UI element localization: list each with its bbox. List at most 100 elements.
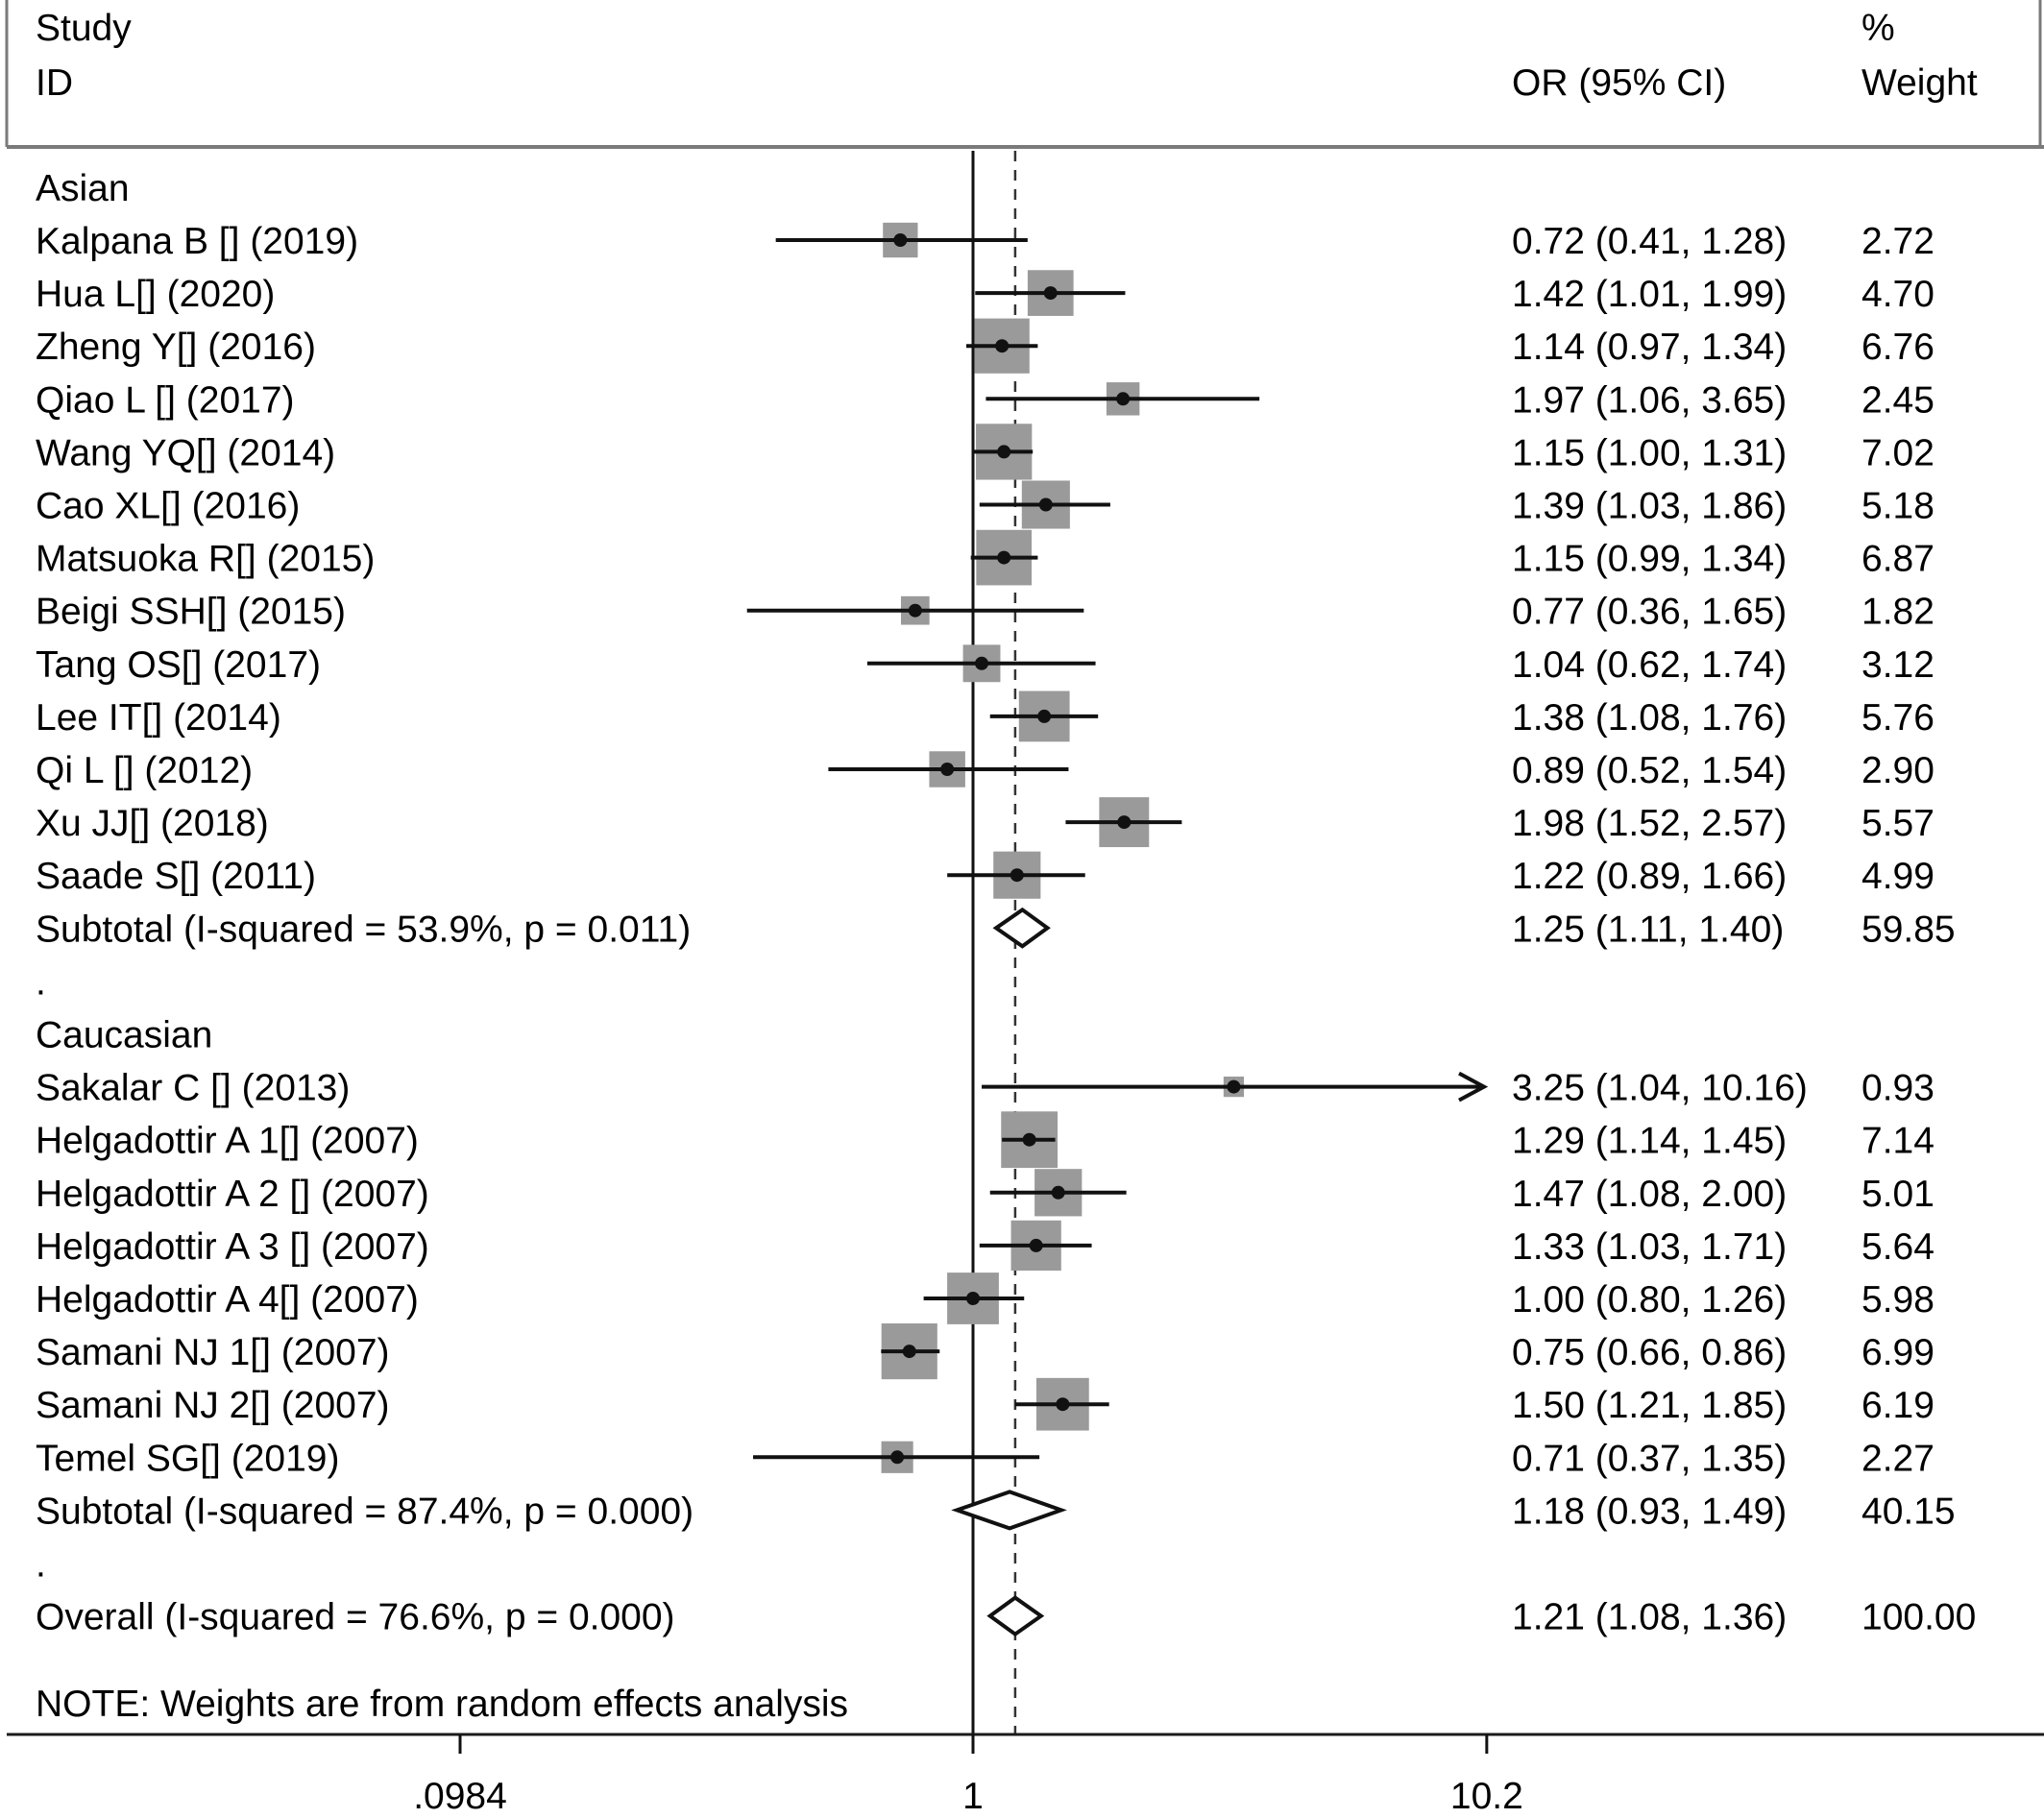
row-label: Xu JJ[] (2018) xyxy=(36,803,269,844)
group-label: Caucasian xyxy=(36,1015,212,1056)
row-label: Lee IT[] (2014) xyxy=(36,697,281,739)
forest-marks: Asian Kalpana B [] (2019) 0.72 (0.41, 1.28… xyxy=(36,151,1976,1734)
header-study: Study xyxy=(36,8,132,49)
weight-value: 40.15 xyxy=(1862,1491,1956,1532)
header-weight: Weight xyxy=(1862,62,1978,104)
point-estimate xyxy=(997,550,1011,565)
row-label: Qi L [] (2012) xyxy=(36,750,253,791)
or-ci-value: 1.50 (1.21, 1.85) xyxy=(1512,1385,1787,1426)
row-label: Overall (I-squared = 76.6%, p = 0.000) xyxy=(36,1597,675,1638)
subtotal-diamond xyxy=(951,1490,1067,1531)
weight-value: 2.90 xyxy=(1862,750,1934,791)
weight-value: 4.99 xyxy=(1862,856,1934,897)
weight-value: 5.76 xyxy=(1862,697,1934,739)
weight-value: 7.02 xyxy=(1862,432,1934,473)
weight-value: 2.45 xyxy=(1862,379,1934,421)
point-estimate xyxy=(1227,1079,1241,1094)
row-label: Helgadottir A 4[] (2007) xyxy=(36,1279,419,1321)
weight-value: 4.70 xyxy=(1862,274,1934,315)
row-label: Cao XL[] (2016) xyxy=(36,486,300,527)
weight-value: 100.00 xyxy=(1862,1597,1976,1638)
subtotal-diamond xyxy=(992,907,1051,949)
or-ci-value: 3.25 (1.04, 10.16) xyxy=(1512,1068,1808,1109)
or-ci-value: 1.22 (0.89, 1.66) xyxy=(1512,856,1787,897)
or-ci-value: 1.14 (0.97, 1.34) xyxy=(1512,327,1787,368)
weight-value: 5.57 xyxy=(1862,803,1934,844)
row-label: Sakalar C [] (2013) xyxy=(36,1068,350,1109)
weight-value: 7.14 xyxy=(1862,1121,1934,1162)
or-ci-value: 1.00 (0.80, 1.26) xyxy=(1512,1279,1787,1321)
weight-value: 0.93 xyxy=(1862,1068,1934,1109)
weight-value: 5.64 xyxy=(1862,1226,1934,1268)
row-label: Hua L[] (2020) xyxy=(36,274,275,315)
or-ci-value: 1.21 (1.08, 1.36) xyxy=(1512,1597,1787,1638)
point-estimate xyxy=(1022,1132,1036,1147)
or-ci-value: 1.97 (1.06, 3.65) xyxy=(1512,379,1787,421)
or-ci-value: 0.72 (0.41, 1.28) xyxy=(1512,221,1787,262)
or-ci-value: 1.29 (1.14, 1.45) xyxy=(1512,1121,1787,1162)
point-estimate xyxy=(1029,1238,1043,1252)
or-ci-value: 1.18 (0.93, 1.49) xyxy=(1512,1491,1787,1532)
row-label: Qiao L [] (2017) xyxy=(36,379,295,421)
row-label: Wang YQ[] (2014) xyxy=(36,432,335,473)
or-ci-value: 0.75 (0.66, 0.86) xyxy=(1512,1332,1787,1373)
row-label: Kalpana B [] (2019) xyxy=(36,221,358,262)
or-ci-value: 1.15 (0.99, 1.34) xyxy=(1512,539,1787,580)
or-ci-value: 1.38 (1.08, 1.76) xyxy=(1512,697,1787,739)
row-label: Subtotal (I-squared = 53.9%, p = 0.011) xyxy=(36,909,691,950)
point-estimate xyxy=(1038,497,1053,512)
point-estimate xyxy=(1010,868,1024,883)
or-ci-value: 0.77 (0.36, 1.65) xyxy=(1512,592,1787,633)
point-estimate xyxy=(893,233,908,247)
row-label: Samani NJ 1[] (2007) xyxy=(36,1332,390,1373)
x-tick-label: 1 xyxy=(962,1776,984,1817)
weight-value: 6.76 xyxy=(1862,327,1934,368)
or-ci-value: 1.25 (1.11, 1.40) xyxy=(1512,909,1784,950)
or-ci-value: 1.04 (0.62, 1.74) xyxy=(1512,644,1787,686)
row-label: Helgadottir A 3 [] (2007) xyxy=(36,1226,429,1268)
point-estimate xyxy=(940,763,955,776)
point-estimate xyxy=(1051,1185,1065,1200)
or-ci-value: 1.15 (1.00, 1.31) xyxy=(1512,432,1787,473)
or-ci-value: 0.89 (0.52, 1.54) xyxy=(1512,750,1787,791)
row-label: Tang OS[] (2017) xyxy=(36,644,321,686)
or-ci-value: 0.71 (0.37, 1.35) xyxy=(1512,1438,1787,1479)
header-percent: % xyxy=(1862,8,1895,49)
row-label: Saade S[] (2011) xyxy=(36,856,316,897)
weight-value: 59.85 xyxy=(1862,909,1956,950)
row-label: Samani NJ 2[] (2007) xyxy=(36,1385,390,1426)
point-estimate xyxy=(1043,286,1058,301)
weight-value: 6.99 xyxy=(1862,1332,1934,1373)
x-tick-label: 10.2 xyxy=(1450,1776,1523,1817)
point-estimate xyxy=(966,1292,980,1305)
weight-value: 6.19 xyxy=(1862,1385,1934,1426)
row-label: Matsuoka R[] (2015) xyxy=(36,539,375,580)
row-label: Temel SG[] (2019) xyxy=(36,1438,339,1479)
or-ci-value: 1.98 (1.52, 2.57) xyxy=(1512,803,1787,844)
group-label: Asian xyxy=(36,168,130,209)
x-axis-ticks: .0984 1 10.2 xyxy=(413,1734,1523,1817)
point-estimate xyxy=(890,1450,905,1465)
weight-value: 3.12 xyxy=(1862,644,1934,686)
point-estimate xyxy=(1116,392,1131,406)
or-ci-value: 1.33 (1.03, 1.71) xyxy=(1512,1226,1787,1268)
weight-value: 2.72 xyxy=(1862,221,1934,262)
header-or: OR (95% CI) xyxy=(1512,62,1726,104)
row-label: Beigi SSH[] (2015) xyxy=(36,592,346,633)
or-ci-value: 1.39 (1.03, 1.86) xyxy=(1512,486,1787,527)
row-label: Zheng Y[] (2016) xyxy=(36,327,316,368)
overall-diamond xyxy=(986,1595,1045,1637)
x-tick-label: .0984 xyxy=(413,1776,507,1817)
weight-value: 5.98 xyxy=(1862,1279,1934,1321)
point-estimate xyxy=(902,1345,916,1359)
weight-value: 5.18 xyxy=(1862,486,1934,527)
point-estimate xyxy=(908,603,922,618)
row-label: Helgadottir A 2 [] (2007) xyxy=(36,1174,429,1215)
row-label: Helgadottir A 1[] (2007) xyxy=(36,1121,419,1162)
spacer-dot: . xyxy=(36,1544,46,1586)
weight-value: 5.01 xyxy=(1862,1174,1934,1215)
point-estimate xyxy=(1056,1397,1070,1412)
ci-arrow xyxy=(1458,1071,1489,1103)
row-label: Subtotal (I-squared = 87.4%, p = 0.000) xyxy=(36,1491,694,1532)
